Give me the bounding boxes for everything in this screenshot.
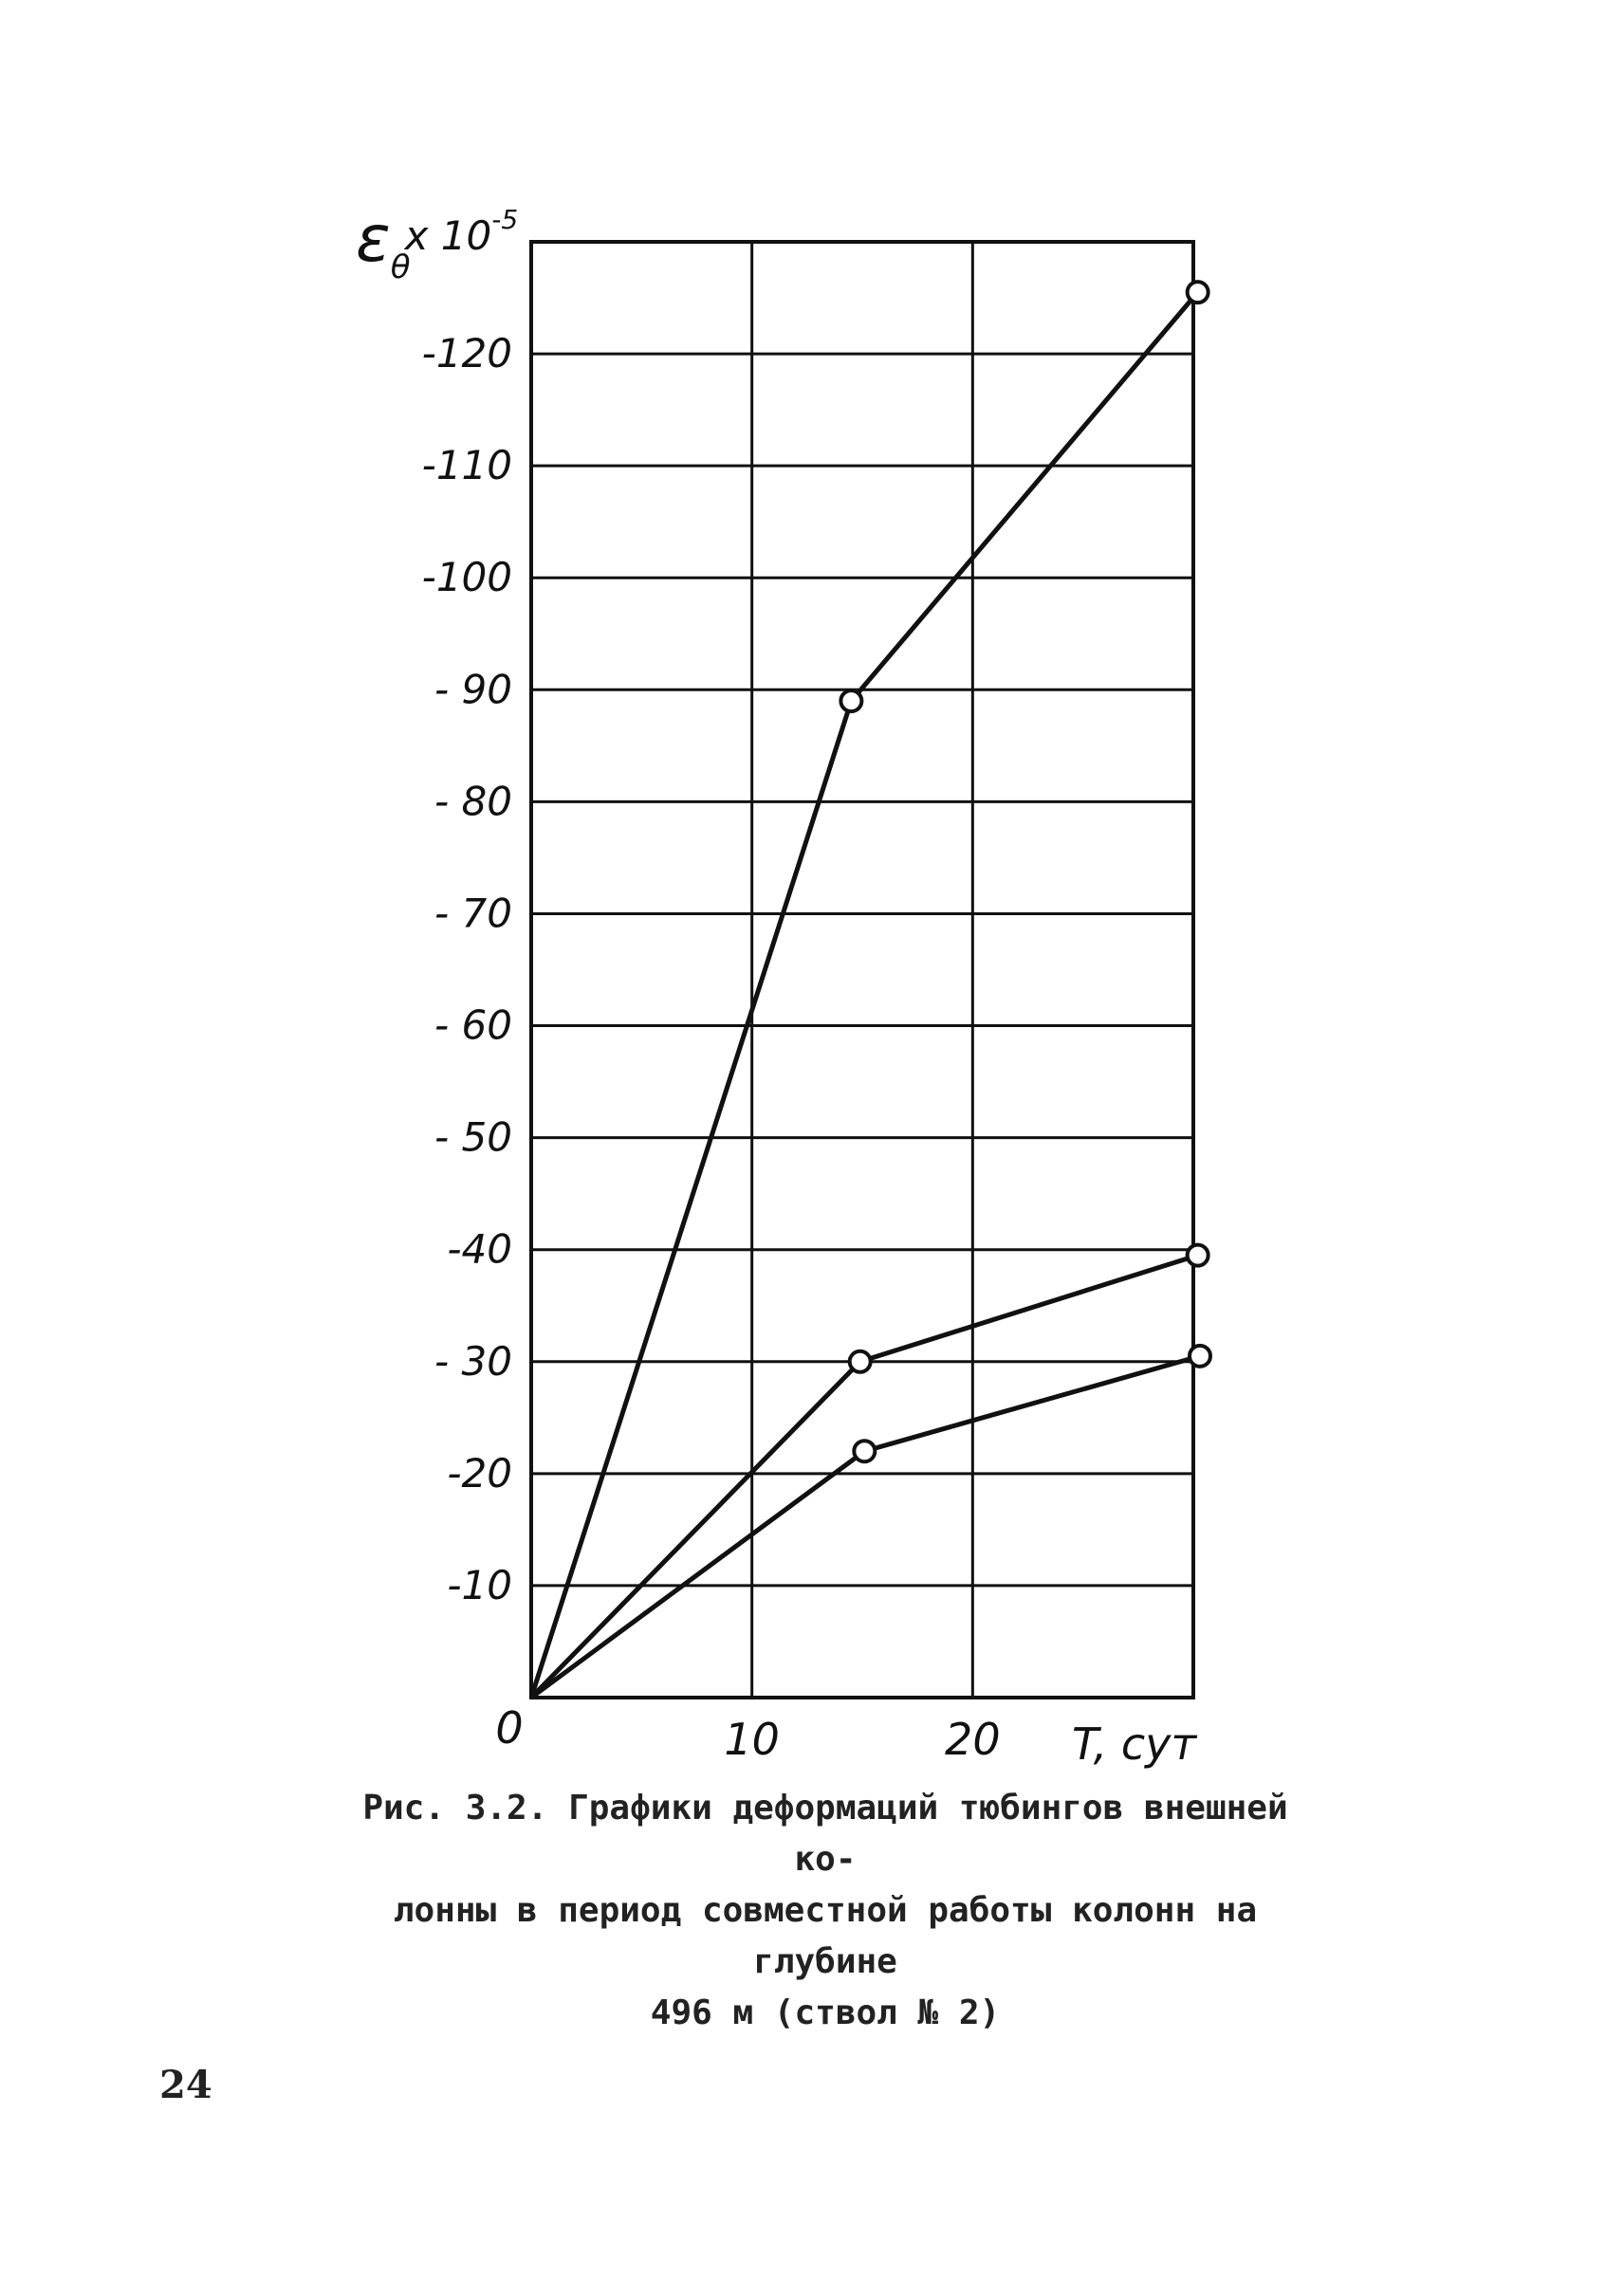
y-tick-label: - 70 (434, 890, 512, 936)
caption-line-2: лонны в период совместной работы колонн … (393, 1891, 1258, 1981)
y-axis-label: εθx 10-5 (356, 202, 518, 286)
y-tick-label: - 80 (434, 778, 512, 824)
series-line-1 (528, 290, 1200, 1699)
y-label-multiplier: x 10 (403, 212, 492, 259)
x-tick-label: 10 (724, 1714, 780, 1765)
y-tick-label: - 60 (434, 1002, 512, 1049)
y-tick-label: -120 (422, 330, 512, 377)
caption-line-3: 496 м (ствол № 2) (650, 1993, 1001, 2032)
plot-frame (529, 240, 1195, 1699)
series-line-3 (529, 1353, 1201, 1700)
x-tick-label: 20 (945, 1714, 1001, 1765)
y-tick-label: -10 (447, 1562, 512, 1608)
y-tick-label: -20 (447, 1450, 512, 1497)
y-label-symbol: ε (356, 202, 391, 277)
y-tick-label: -40 (447, 1226, 512, 1273)
x-tick-labels: 10 20 (724, 1714, 1000, 1765)
chart-grid (529, 240, 1195, 1699)
y-tick-label: - 30 (434, 1338, 512, 1385)
data-point-marker (1185, 280, 1210, 305)
chart-series-lines (528, 290, 1201, 1700)
y-tick-label: -110 (422, 442, 512, 488)
data-point-marker (1187, 1343, 1212, 1368)
series-line-2 (529, 1253, 1199, 1699)
chart-data-points (839, 280, 1212, 1464)
y-tick-label: -100 (422, 554, 512, 600)
y-tick-label: - 90 (434, 666, 512, 712)
caption-line-1: Рис. 3.2. Графики деформаций тюбингов вн… (362, 1789, 1288, 1879)
data-point-marker (852, 1439, 877, 1464)
y-label-subscript: θ (391, 248, 411, 286)
figure-caption: Рис. 3.2. Графики деформаций тюбингов вн… (341, 1783, 1309, 2039)
y-tick-labels: -10 -20 - 30 -40 - 50 - 60 - 70 - 80 - 90 -100 -11… (422, 330, 512, 1608)
data-point-marker (1185, 1242, 1210, 1268)
data-point-marker (847, 1349, 873, 1374)
x-origin-label: 0 (495, 1702, 523, 1754)
x-axis-label: T, сут (1072, 1718, 1197, 1770)
strain-chart: -10 -20 - 30 -40 - 50 - 60 - 70 - 80 - 90 -100 -11… (356, 202, 1212, 1770)
page-number: 24 (159, 2063, 212, 2107)
y-tick-label: - 50 (434, 1114, 512, 1161)
y-label-exponent: -5 (491, 204, 518, 235)
data-point-marker (839, 689, 864, 714)
